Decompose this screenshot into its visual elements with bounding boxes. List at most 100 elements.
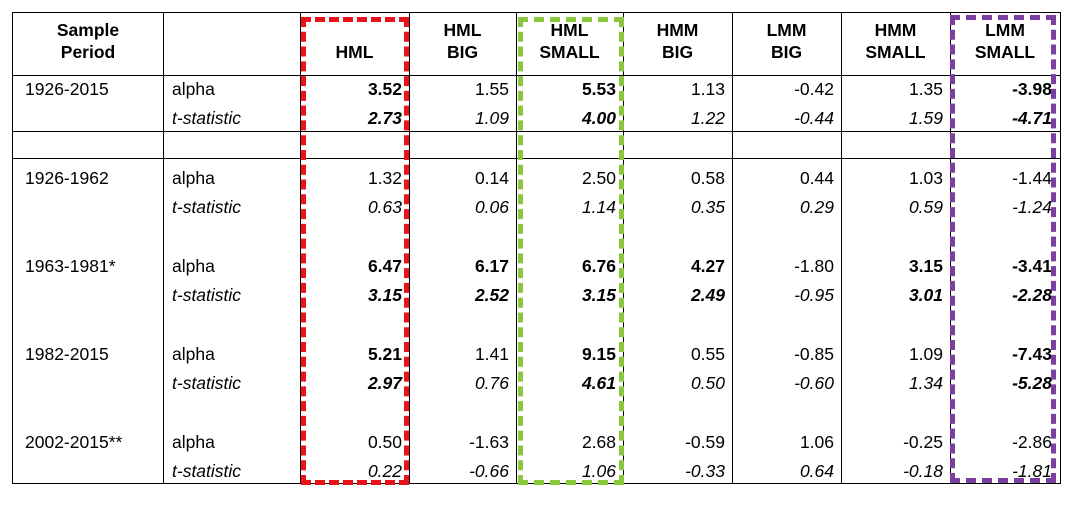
value-cell: 1.06 (799, 432, 834, 452)
value-cell: 1.32 (367, 168, 402, 188)
value-cell: 0.59 (908, 197, 943, 217)
value-cell: -3.98 (1012, 79, 1052, 99)
value-cell: 1.09 (474, 108, 509, 128)
value-cell: 0.76 (474, 373, 509, 393)
value-cell: 0.55 (690, 344, 725, 364)
value-cell: -1.80 (794, 256, 834, 276)
period-label: 1926-1962 (25, 168, 109, 188)
value-cell: 5.21 (367, 344, 402, 364)
header-hml-small: HML SMALL (516, 19, 623, 63)
period-label: 1926-2015 (25, 79, 109, 99)
value-cell: 3.01 (908, 285, 943, 305)
value-cell: -1.81 (1012, 461, 1052, 481)
value-cell: 1.06 (581, 461, 616, 481)
value-cell: 3.52 (367, 79, 402, 99)
value-cell: 2.50 (581, 168, 616, 188)
value-cell: -7.43 (1012, 344, 1052, 364)
column-divider (163, 13, 164, 483)
value-cell: 0.50 (367, 432, 402, 452)
header-line: HMM (656, 20, 699, 40)
header-line: BIG (446, 42, 479, 62)
statistic-label: alpha (172, 168, 215, 188)
value-cell: -1.63 (469, 432, 509, 452)
value-cell: 4.27 (690, 256, 725, 276)
value-cell: 5.53 (581, 79, 616, 99)
value-cell: 1.03 (908, 168, 943, 188)
value-cell: 6.76 (581, 256, 616, 276)
value-cell: 2.52 (474, 285, 509, 305)
value-cell: 0.63 (367, 197, 402, 217)
value-cell: 0.50 (690, 373, 725, 393)
header-hmm-small: HMM SMALL (841, 19, 950, 63)
column-divider (950, 13, 951, 483)
value-cell: 1.09 (908, 344, 943, 364)
value-cell: -0.33 (685, 461, 725, 481)
column-divider (409, 13, 410, 483)
value-cell: -0.59 (685, 432, 725, 452)
value-cell: 6.17 (474, 256, 509, 276)
value-cell: -2.28 (1012, 285, 1052, 305)
value-cell: 0.22 (367, 461, 402, 481)
value-cell: 1.34 (908, 373, 943, 393)
value-cell: 0.06 (474, 197, 509, 217)
period-label: 2002-2015** (25, 432, 123, 452)
value-cell: -2.86 (1012, 432, 1052, 452)
value-cell: 1.22 (690, 108, 725, 128)
row-divider (13, 158, 1060, 159)
statistic-label: t-statistic (172, 461, 242, 481)
header-sample-period: Sample Period (13, 19, 163, 63)
statistic-label: t-statistic (172, 373, 242, 393)
header-line: HMM (874, 20, 917, 40)
value-cell: 0.35 (690, 197, 725, 217)
column-divider (516, 13, 517, 483)
value-cell: 1.14 (581, 197, 616, 217)
period-label: 1982-2015 (25, 344, 109, 364)
row-divider (13, 75, 1060, 76)
value-cell: 1.55 (474, 79, 509, 99)
value-cell: -1.24 (1012, 197, 1052, 217)
results-table: Sample Period HML HML BIG HML SMALL HMM … (12, 12, 1061, 485)
header-hmm-big: HMM BIG (623, 19, 732, 63)
header-lmm-small: LMM SMALL (950, 19, 1060, 63)
header-line (300, 19, 409, 41)
value-cell: -5.28 (1012, 373, 1052, 393)
value-cell: -0.18 (903, 461, 943, 481)
column-divider (300, 13, 301, 483)
value-cell: 4.00 (581, 108, 616, 128)
value-cell: 2.73 (367, 108, 402, 128)
value-cell: 1.41 (474, 344, 509, 364)
statistic-label: alpha (172, 256, 215, 276)
header-line: LMM (766, 20, 807, 40)
header-line: Period (60, 42, 116, 62)
header-line: SMALL (865, 42, 926, 62)
statistic-label: alpha (172, 344, 215, 364)
value-cell: 2.49 (690, 285, 725, 305)
statistic-label: t-statistic (172, 108, 242, 128)
column-divider (732, 13, 733, 483)
value-cell: 3.15 (908, 256, 943, 276)
value-cell: 2.97 (367, 373, 402, 393)
statistic-label: t-statistic (172, 197, 242, 217)
value-cell: -0.95 (794, 285, 834, 305)
value-cell: -4.71 (1012, 108, 1052, 128)
header-line: HML (335, 42, 374, 62)
value-cell: -3.41 (1012, 256, 1052, 276)
value-cell: 1.35 (908, 79, 943, 99)
value-cell: 2.68 (581, 432, 616, 452)
header-line: SMALL (974, 42, 1036, 62)
value-cell: 9.15 (581, 344, 616, 364)
column-divider (623, 13, 624, 483)
value-cell: 0.29 (799, 197, 834, 217)
value-cell: 0.58 (690, 168, 725, 188)
value-cell: -1.44 (1012, 168, 1052, 188)
header-hml-big: HML BIG (409, 19, 516, 63)
header-lmm-big: LMM BIG (732, 19, 841, 63)
value-cell: -0.42 (794, 79, 834, 99)
value-cell: 0.64 (799, 461, 834, 481)
value-cell: 6.47 (367, 256, 402, 276)
header-line: HML (550, 20, 589, 40)
header-line: Sample (56, 20, 120, 40)
value-cell: 0.44 (799, 168, 834, 188)
value-cell: -0.66 (469, 461, 509, 481)
column-divider (841, 13, 842, 483)
